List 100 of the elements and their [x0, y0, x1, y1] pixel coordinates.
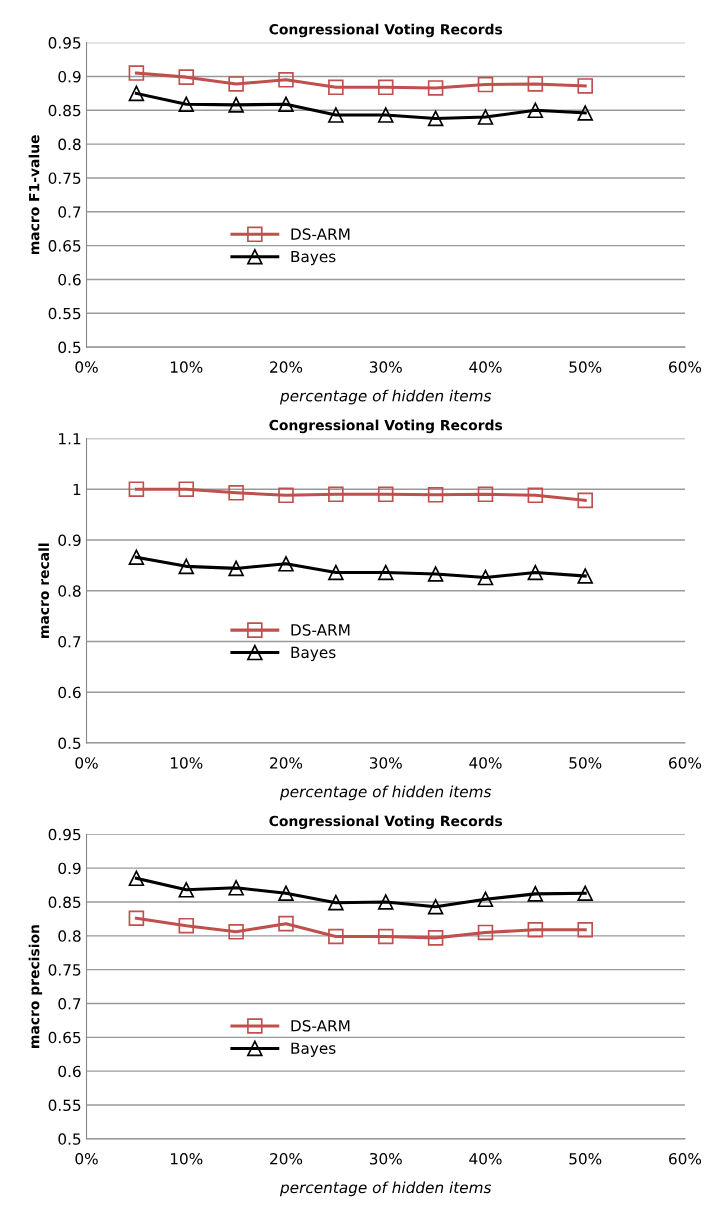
x-tick-label: 50% [569, 757, 602, 769]
chart-title: Congressional Voting Records [269, 23, 503, 38]
y-tick-label: 0.5 [58, 341, 81, 354]
point [377, 486, 394, 503]
x-axis-title: percentage of hidden items [279, 389, 492, 405]
x-tick-label: 50% [569, 1152, 602, 1165]
y-tick-label: 0.6 [58, 1065, 81, 1078]
point [228, 76, 244, 92]
legend-label: Bayes [291, 1042, 336, 1057]
y-tick-label: 0.85 [48, 896, 81, 909]
point [228, 97, 244, 113]
point [178, 96, 195, 112]
y-tick-label: 0.7 [58, 635, 81, 648]
point [477, 486, 494, 503]
y-tick-label: 1 [73, 483, 81, 496]
point [577, 568, 593, 584]
point [228, 880, 244, 896]
y-tick-label: 0.55 [48, 1099, 81, 1112]
x-tick-label: 20% [270, 757, 303, 769]
point [278, 72, 294, 88]
y-tick-label: 0.8 [58, 138, 81, 151]
point [427, 566, 444, 582]
y-axis-title: macro precision [28, 925, 43, 1048]
point [178, 882, 195, 898]
point [228, 923, 244, 940]
y-tick-label: 0.8 [58, 585, 81, 597]
x-tick-label: 0% [75, 1152, 98, 1165]
y-tick-label: 0.5 [58, 737, 81, 749]
point [178, 69, 195, 85]
y-tick-label: 0.9 [58, 862, 81, 875]
point [577, 921, 593, 938]
x-tick-label: 60% [669, 757, 702, 769]
y-tick-label: 0.95 [48, 828, 81, 841]
point [278, 556, 294, 572]
point [427, 487, 444, 503]
chart-title: Congressional Voting Records [269, 815, 503, 829]
y-tick-label: 0.7 [58, 206, 81, 218]
y-tick-label: 0.75 [48, 172, 81, 184]
point [128, 549, 145, 566]
point [527, 76, 544, 92]
y-tick-label: 0.5 [58, 1133, 81, 1145]
point [477, 891, 494, 908]
point [128, 65, 145, 81]
y-tick-label: 1.1 [59, 433, 81, 445]
x-tick-label: 10% [170, 361, 203, 373]
point [128, 481, 145, 498]
point [278, 885, 294, 901]
x-tick-label: 30% [369, 361, 402, 373]
point [377, 564, 394, 581]
legend-label: Bayes [291, 250, 336, 266]
y-tick-label: 0.75 [48, 964, 81, 976]
point [278, 915, 294, 932]
y-tick-label: 0.9 [58, 70, 81, 83]
point [228, 485, 244, 501]
point [577, 492, 593, 509]
x-tick-label: 10% [170, 757, 203, 769]
point [328, 564, 344, 581]
x-tick-label: 40% [469, 361, 502, 373]
point [527, 102, 544, 119]
legend-label: Bayes [291, 646, 336, 662]
x-tick-label: 20% [270, 1152, 303, 1165]
point [427, 110, 444, 127]
y-axis-title: macro recall [38, 543, 50, 638]
point [477, 76, 494, 93]
x-tick-label: 60% [669, 1152, 702, 1165]
x-tick-label: 50% [569, 361, 602, 373]
y-tick-label: 0.55 [48, 307, 81, 320]
point [278, 487, 294, 504]
point [527, 564, 544, 581]
x-axis-title: percentage of hidden items [279, 1181, 492, 1197]
point [278, 96, 294, 112]
point [427, 930, 444, 946]
legend-label: DS-ARM [291, 228, 350, 240]
point [178, 481, 195, 498]
point [377, 894, 394, 910]
point [377, 79, 394, 96]
legend-label: DS-ARM [291, 1020, 350, 1032]
x-tick-label: 30% [369, 1152, 402, 1165]
x-tick-label: 0% [75, 361, 98, 373]
point [128, 910, 145, 927]
point [228, 560, 244, 577]
point [328, 486, 344, 503]
point [178, 917, 195, 934]
y-tick-label: 0.65 [48, 240, 81, 252]
point [328, 928, 344, 945]
y-tick-label: 0.6 [58, 686, 81, 699]
x-tick-label: 60% [669, 361, 702, 373]
point [377, 928, 394, 945]
point [377, 107, 394, 123]
point [477, 109, 494, 125]
point [577, 105, 593, 121]
point [527, 886, 544, 902]
x-tick-label: 40% [469, 757, 502, 769]
legend-label: DS-ARM [291, 624, 350, 636]
y-tick-label: 0.7 [58, 997, 81, 1010]
point [427, 80, 444, 96]
chart-title: Congressional Voting Records [269, 419, 503, 434]
y-axis-title: macro F1-value [28, 135, 40, 255]
point [527, 921, 544, 938]
x-tick-label: 40% [469, 1152, 502, 1165]
